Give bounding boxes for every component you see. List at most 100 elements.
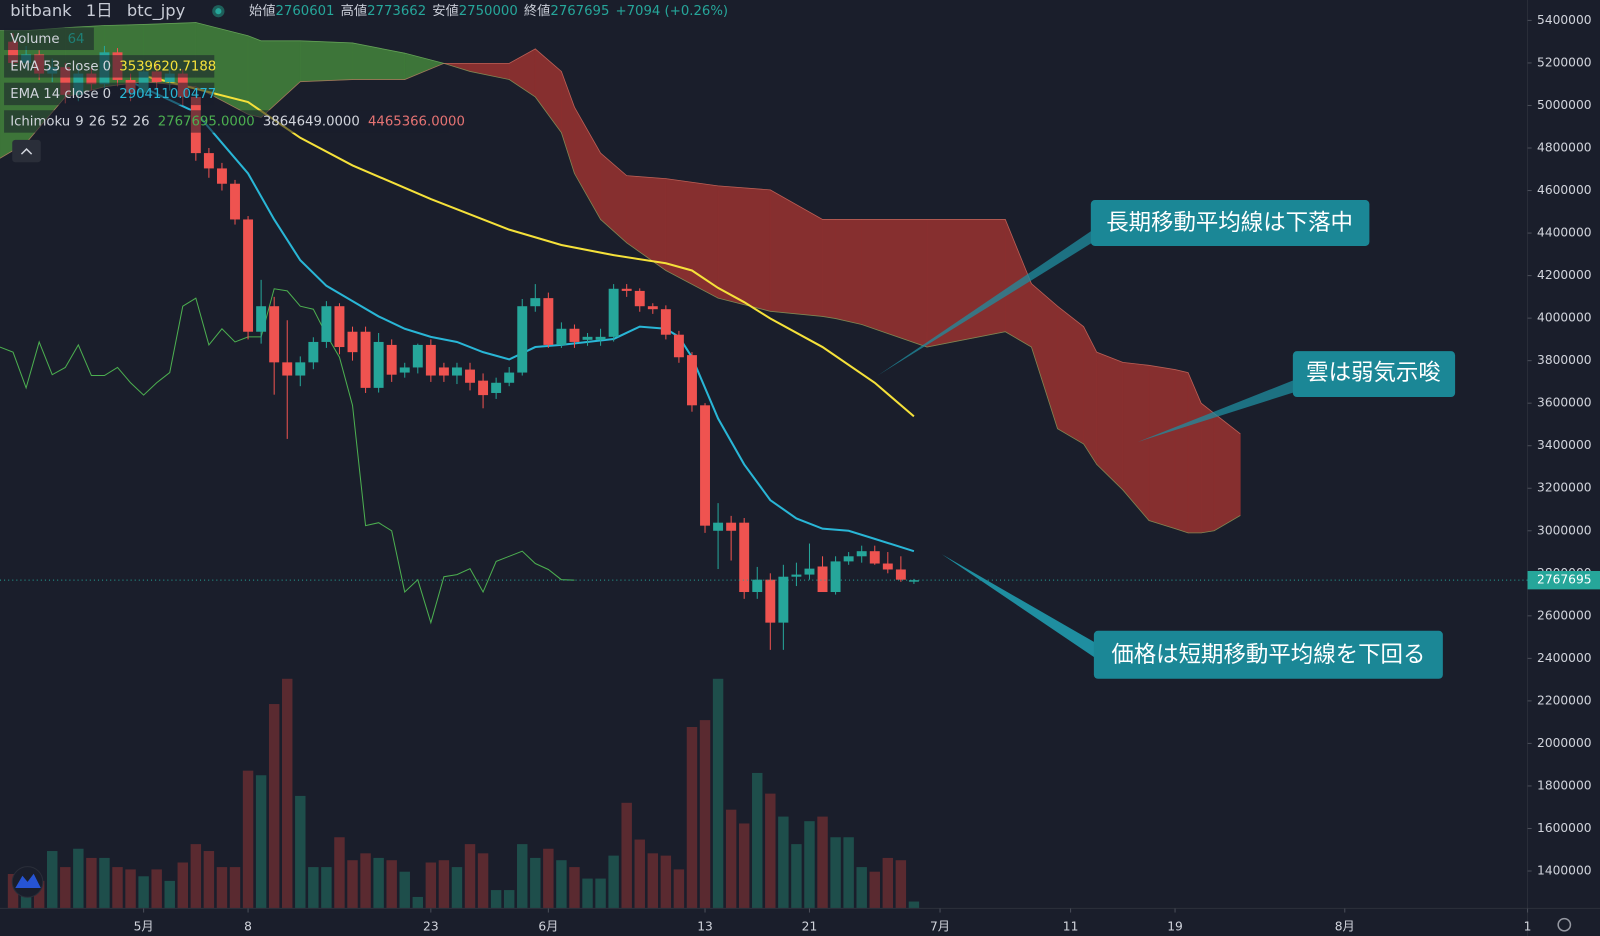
cloud-segment: [1174, 369, 1189, 534]
volume-bar: [908, 901, 920, 909]
callout: [1093, 630, 1443, 679]
volume-bar: [360, 853, 371, 909]
legend-bg: [4, 55, 215, 78]
line-layer: [0, 74, 915, 625]
volume-bar: [856, 867, 867, 909]
volume-bar: [712, 678, 724, 909]
ohlc-value: 2750000: [459, 4, 518, 19]
y-tick-label: 3600000: [1537, 396, 1591, 410]
volume-bar: [177, 862, 189, 909]
candle-body: [687, 355, 697, 406]
volume-bar: [647, 853, 659, 909]
y-tick-label: 1400000: [1537, 864, 1591, 878]
candle-body: [608, 288, 619, 337]
candle-body: [412, 344, 423, 368]
candle-body: [869, 551, 880, 564]
y-tick-label: 5200000: [1537, 55, 1591, 69]
candle-body: [517, 306, 528, 373]
collapse-button[interactable]: [12, 139, 41, 163]
candle-body: [386, 344, 397, 375]
legend-bg: [4, 27, 94, 51]
x-tick-label: 21: [802, 919, 818, 933]
logo-icon: [15, 873, 41, 889]
y-tick-label: 2000000: [1537, 736, 1591, 750]
legend-value: 4465366.0000: [368, 114, 465, 129]
volume-bar: [451, 867, 463, 909]
volume-bar: [869, 871, 880, 909]
header: bitbank 1日 btc_jpy: [10, 1, 185, 21]
ohlc: 始値2760601 高値2773662 安値2750000 終値2767695 +709…: [249, 2, 728, 19]
volume-bar: [399, 871, 410, 909]
candle-body: [595, 336, 606, 340]
x-tick-label: 13: [697, 919, 713, 933]
volume-bar: [412, 896, 424, 909]
candle-body: [230, 183, 240, 220]
callout: [1292, 351, 1456, 398]
candle-body: [621, 288, 632, 291]
ohlc-label: 安値: [432, 3, 459, 19]
legend-row: Ichimoku 9 26 52 26 2767695.0000 3864649.0000 4…: [10, 114, 465, 129]
candle-body: [269, 306, 280, 363]
ohlc-label: 終値: [524, 3, 551, 19]
candle-body: [765, 579, 776, 623]
volume-bar: [569, 867, 580, 909]
volume-bar: [778, 816, 789, 909]
legend-value: 2904110.0477: [119, 87, 216, 102]
legend-param: 26: [89, 114, 106, 129]
ohlc-change: +7094 (+0.26%): [616, 4, 729, 19]
candle-body: [347, 331, 358, 353]
candle-body: [778, 576, 789, 623]
candle-body: [138, 71, 149, 93]
candle-body: [856, 551, 867, 557]
candle-body: [295, 362, 306, 376]
legend-name: EMA 14 close 0: [10, 87, 111, 102]
volume-bar: [895, 860, 907, 909]
ohlc-label: 始値: [249, 3, 276, 19]
volume-bar: [203, 851, 215, 909]
interval: 1日: [86, 1, 113, 20]
x-tick-label: 8: [244, 919, 252, 933]
volume-bar: [151, 869, 162, 909]
candle-body: [817, 566, 828, 593]
y-tick-label: 5000000: [1537, 98, 1591, 112]
y-tick-label: 2600000: [1537, 608, 1591, 622]
axis-layer: 1400000 1600000 1800000 2000000 2200000 24000…: [0, 13, 1600, 933]
legend-row: EMA 14 close 0 2904110.0477: [10, 87, 216, 102]
legend-value: 3864649.0000: [263, 114, 360, 129]
candle-body: [700, 405, 710, 526]
volume-bar: [308, 867, 319, 909]
ohlc-value: 2767695: [550, 4, 609, 19]
volume-bar: [582, 878, 593, 909]
cloud-segment: [299, 40, 353, 82]
y-tick-label: 2200000: [1537, 693, 1591, 707]
volume-bar: [47, 851, 58, 909]
volume-bar: [60, 867, 71, 909]
candle-body: [804, 568, 815, 575]
candle-body: [164, 73, 175, 83]
candle-body: [203, 153, 214, 169]
volume-bar: [321, 867, 332, 909]
volume-bar: [882, 857, 894, 909]
callout-tail: [1137, 379, 1295, 442]
candle-body: [556, 328, 567, 345]
ohlc-value: 2773662: [367, 4, 426, 19]
y-tick-label: 5400000: [1537, 13, 1591, 27]
candle-body: [830, 561, 841, 593]
candle-body: [478, 380, 489, 396]
volume-bar: [425, 862, 437, 909]
candle-body: [647, 306, 658, 310]
candle-body: [543, 298, 554, 345]
candle-body: [882, 563, 893, 570]
volume-bar: [595, 878, 606, 909]
volume-layer: [7, 678, 920, 909]
candle-body: [399, 367, 410, 373]
candle-body: [308, 341, 319, 363]
volume-bar: [282, 678, 293, 909]
x-tick-label: 1: [1524, 919, 1532, 933]
volume-bar: [386, 860, 397, 909]
settings-icon[interactable]: [1557, 917, 1572, 932]
volume-bar: [765, 793, 776, 909]
candle-body: [908, 580, 919, 582]
